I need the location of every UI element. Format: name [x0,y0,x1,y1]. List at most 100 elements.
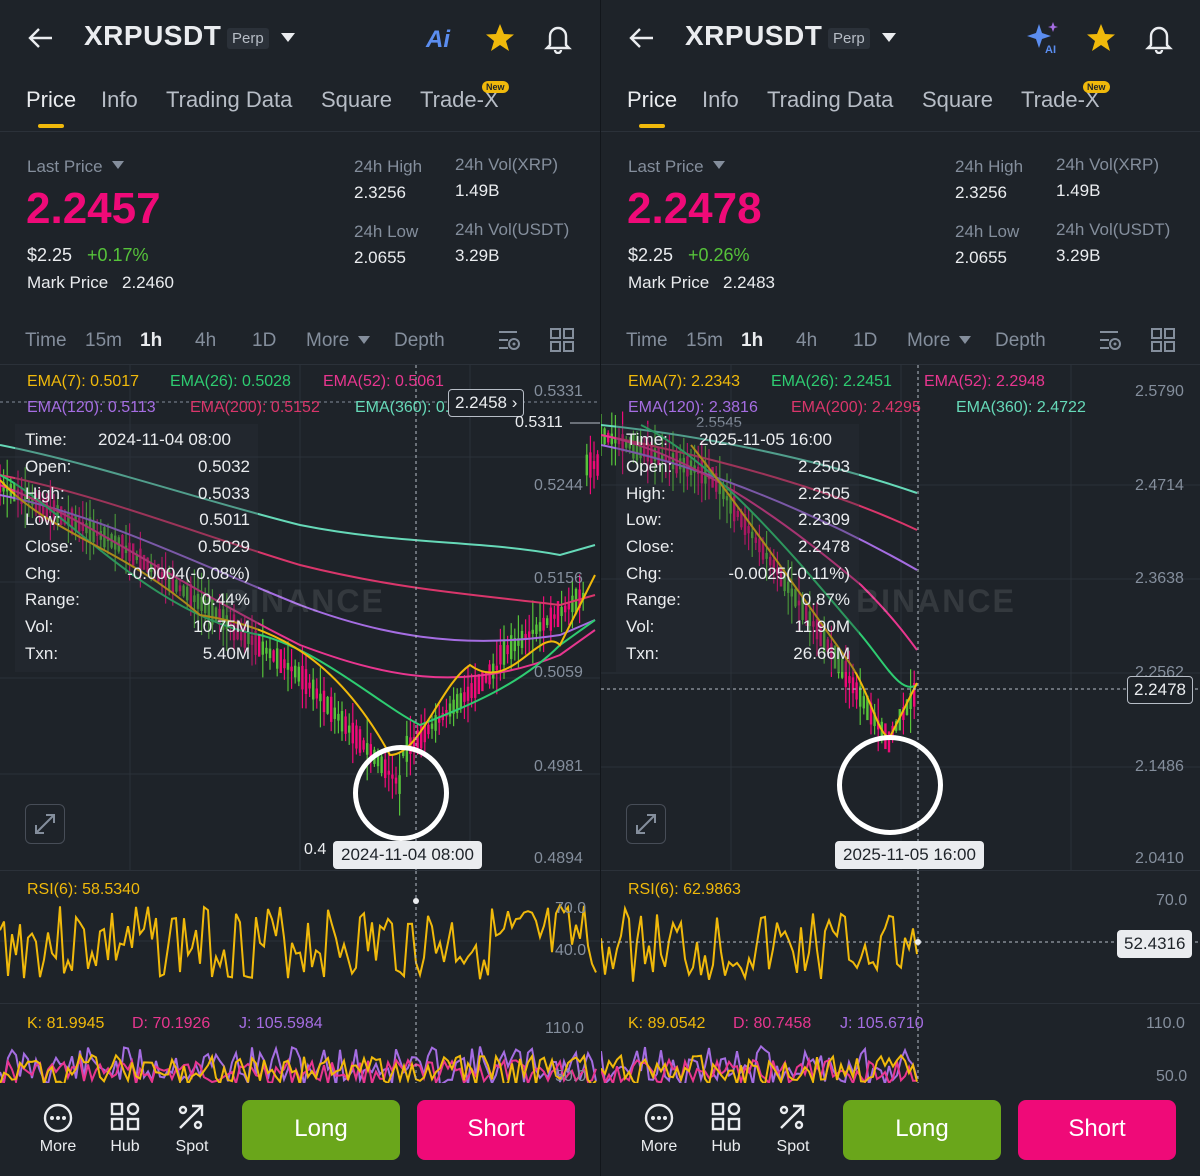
tooltip-label: Open: [25,457,72,476]
hub-icon[interactable] [110,1102,140,1132]
more-caret-icon[interactable] [358,336,370,345]
star-icon[interactable] [1085,22,1117,54]
tf-1d[interactable]: 1D [853,330,878,351]
ai-sparkle-icon[interactable]: AI [1027,20,1061,54]
tab-trading-data[interactable]: Trading Data [767,87,894,112]
ema7-legend: EMA(7): 2.2343 [628,373,741,390]
chevron-down-icon[interactable] [280,32,296,44]
main-chart[interactable] [601,365,1200,870]
bell-icon[interactable] [542,22,574,54]
last-price-label[interactable]: Last Price [27,157,103,176]
chevron-down-icon[interactable] [881,32,897,44]
candle-body [142,554,146,570]
tf-15m[interactable]: 15m [686,330,723,351]
more-button[interactable]: More [39,1138,77,1155]
tf-1h[interactable]: 1h [140,330,163,351]
candle-body [175,579,178,592]
tf-time[interactable]: Time [626,330,668,351]
tf-more[interactable]: More [306,330,350,351]
tab-info[interactable]: Info [702,87,739,112]
tab-price[interactable]: Price [26,87,77,112]
tab-square[interactable]: Square [922,87,993,112]
hub-button[interactable]: Hub [110,1138,140,1155]
long-button[interactable]: Long [843,1100,1001,1160]
candle-body [16,489,20,499]
long-button[interactable]: Long [242,1100,400,1160]
hub-icon[interactable] [711,1102,741,1132]
more-button[interactable]: More [640,1138,678,1155]
last-price-label[interactable]: Last Price [628,157,704,176]
bell-icon[interactable] [1143,22,1175,54]
candle-body [851,677,855,694]
expand-button[interactable] [25,804,65,844]
tf-depth[interactable]: Depth [995,330,1046,351]
more-icon[interactable] [643,1102,675,1134]
candle-body [157,563,160,582]
more-icon[interactable] [42,1102,74,1134]
spot-button[interactable]: Spot [175,1138,209,1155]
ema26-legend: EMA(26): 2.2451 [771,373,892,390]
candle-body [528,631,531,638]
candlesticks [601,411,916,753]
short-button[interactable]: Short [1018,1100,1176,1160]
ema120-legend: EMA(120): 0.5113 [27,399,156,416]
ai-icon[interactable]: Ai [426,26,450,53]
tooltip-low: 0.5011 [199,510,250,529]
tf-4h[interactable]: 4h [195,330,217,351]
hub-button[interactable]: Hub [711,1138,741,1155]
price-axis-label: 2.1486 [1135,758,1184,775]
tf-depth[interactable]: Depth [394,330,445,351]
spot-icon[interactable] [777,1102,807,1132]
tf-4h[interactable]: 4h [796,330,818,351]
more-caret-icon[interactable] [959,336,971,345]
short-button[interactable]: Short [417,1100,575,1160]
low-label: 24h Low [955,222,1020,241]
star-icon[interactable] [484,22,516,54]
spot-icon[interactable] [176,1102,206,1132]
tf-1d[interactable]: 1D [252,330,277,351]
current-price-tag[interactable]: 2.2478 [1127,676,1193,704]
crosshair-time-pill: 2024-11-04 08:00 [333,841,482,869]
tooltip-close: 2.2478 [798,537,850,556]
tf-15m[interactable]: 15m [85,330,122,351]
expand-button[interactable] [626,804,666,844]
candle-body [567,603,570,610]
caret-down-icon[interactable] [713,161,725,170]
candle-body [582,592,585,600]
candle-body [211,598,214,625]
candle-body [265,647,268,654]
tooltip-label: Range: [25,590,80,609]
tab-square[interactable]: Square [321,87,392,112]
candle-body [747,526,750,534]
tab-price[interactable]: Price [627,87,678,112]
candle-body [24,495,27,501]
spot-button[interactable]: Spot [776,1138,810,1155]
left-panel: XRPUSDT Perp Ai Price Info Trading Data … [0,20,600,1160]
candle-body [146,557,149,573]
symbol-title[interactable]: XRPUSDT [685,20,823,51]
tab-trading-data[interactable]: Trading Data [166,87,293,112]
layout-grid-icon[interactable] [1151,328,1175,352]
back-arrow-icon[interactable] [627,24,657,52]
caret-down-icon[interactable] [112,161,124,170]
high-value: 2.3256 [354,183,406,202]
candle-body [290,666,293,672]
symbol-title[interactable]: XRPUSDT [84,20,222,51]
candle-body [319,693,322,702]
floating-price-tag[interactable]: 2.2458 › [448,389,525,417]
tf-1h[interactable]: 1h [741,330,764,351]
main-chart[interactable] [0,365,600,870]
back-arrow-icon[interactable] [26,24,56,52]
perp-badge: Perp [227,28,269,49]
tf-time[interactable]: Time [25,330,67,351]
candle-body [675,451,678,474]
indicator-settings-icon[interactable] [497,328,523,354]
tf-more[interactable]: More [907,330,951,351]
candle-body [564,605,567,613]
tab-info[interactable]: Info [101,87,138,112]
candle-body [862,696,865,709]
candle-body [243,622,246,648]
indicator-settings-icon[interactable] [1098,328,1124,354]
candle-body [85,523,88,534]
layout-grid-icon[interactable] [550,328,574,352]
